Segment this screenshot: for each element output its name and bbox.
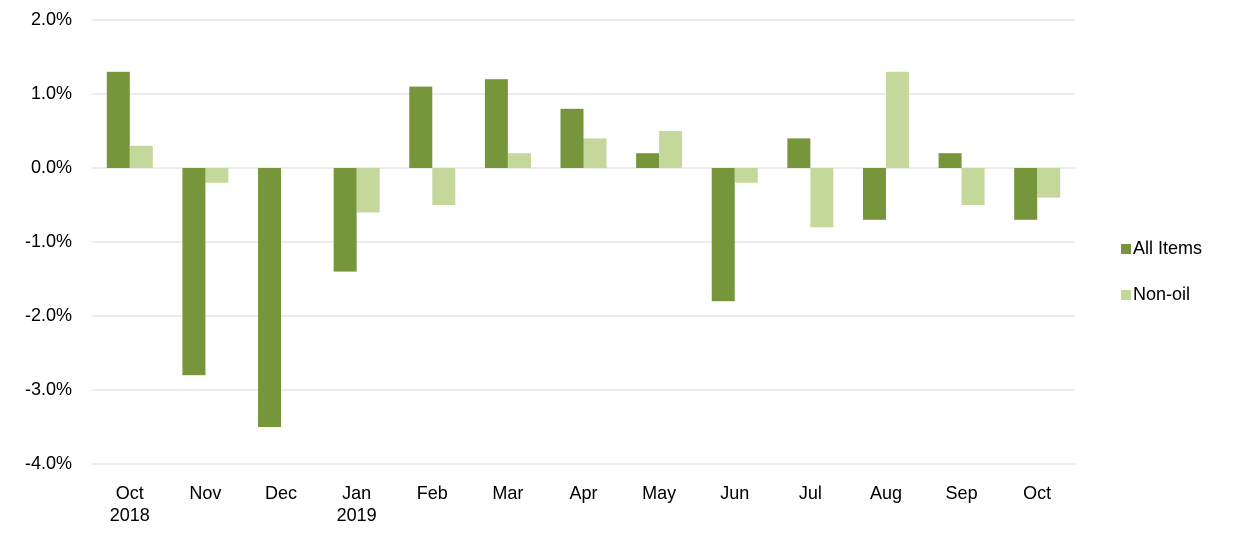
x-tick-label: Jan 2019: [336, 483, 377, 525]
y-tick-label: 1.0%: [31, 83, 72, 103]
y-tick-label: -2.0%: [25, 305, 72, 325]
x-tick-label: Oct 2018: [109, 483, 150, 525]
bar: [432, 168, 456, 205]
x-tick-label: Nov: [189, 483, 222, 503]
x-tick-label: Feb: [416, 483, 448, 503]
x-tick-label: Sep: [945, 483, 978, 503]
y-tick-label: 2.0%: [31, 9, 72, 29]
bar: [787, 138, 811, 168]
bar: [333, 168, 357, 272]
bar: [507, 153, 531, 168]
y-tick-label: -3.0%: [25, 379, 72, 399]
bar: [129, 145, 153, 168]
x-tick-label: Dec: [265, 483, 298, 503]
bar: [636, 153, 660, 168]
bar: [356, 168, 380, 213]
bar: [938, 153, 962, 168]
bar: [484, 79, 508, 168]
bar: [258, 168, 282, 427]
bar: [583, 138, 607, 168]
legend-swatch: [1121, 244, 1131, 254]
bar: [560, 108, 584, 168]
x-tick-label: May: [642, 483, 677, 503]
bar: [205, 168, 229, 183]
y-tick-label: 0.0%: [31, 157, 72, 177]
legend-label: Non-oil: [1133, 284, 1190, 304]
bar: [106, 71, 130, 168]
bar: [1037, 168, 1061, 198]
bar: [711, 168, 735, 302]
bar: [1014, 168, 1038, 220]
bar: [810, 168, 834, 228]
y-tick-label: -4.0%: [25, 453, 72, 473]
x-tick-label: Jul: [798, 483, 822, 503]
x-tick-label: Apr: [569, 483, 598, 503]
y-tick-label: -1.0%: [25, 231, 72, 251]
x-tick-label: Mar: [492, 483, 524, 503]
bar: [961, 168, 985, 205]
legend-swatch: [1121, 290, 1131, 300]
bar: [734, 168, 758, 183]
bar: [659, 131, 683, 168]
legend-label: All Items: [1133, 238, 1202, 258]
x-tick-label: Jun: [720, 483, 750, 503]
bar: [885, 71, 909, 168]
x-tick-label: Oct: [1023, 483, 1052, 503]
bar: [409, 86, 433, 168]
bar: [862, 168, 886, 220]
bar: [182, 168, 206, 376]
x-tick-label: Aug: [869, 483, 902, 503]
